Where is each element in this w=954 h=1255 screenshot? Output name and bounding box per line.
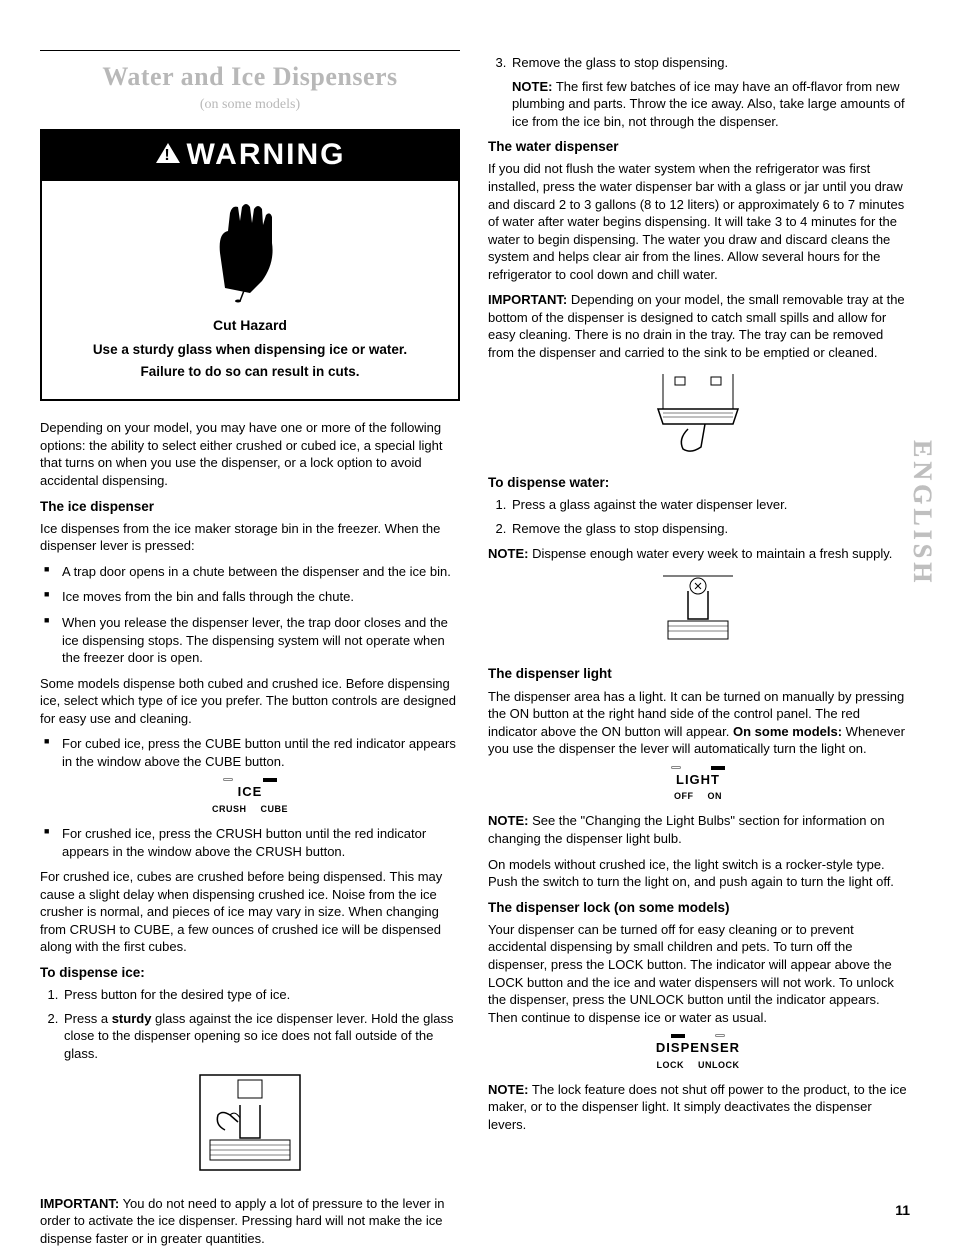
list-item: Ice moves from the bin and falls through… bbox=[40, 588, 460, 606]
intro-paragraph: Depending on your model, you may have on… bbox=[40, 419, 460, 489]
light-panel-title: LIGHT bbox=[488, 771, 908, 789]
hazard-line1: Use a sturdy glass when dispensing ice o… bbox=[60, 341, 440, 359]
water-note: NOTE: Dispense enough water every week t… bbox=[488, 545, 908, 563]
hazard-title: Cut Hazard bbox=[60, 316, 440, 335]
water-heading: The water dispenser bbox=[488, 138, 908, 156]
step3-list: Remove the glass to stop dispensing. NOT… bbox=[510, 54, 908, 130]
dispenser-panel-title: DISPENSER bbox=[488, 1039, 908, 1057]
cube-label: CUBE bbox=[261, 803, 289, 815]
on-label: ON bbox=[708, 790, 723, 802]
ice-para2: Some models dispense both cubed and crus… bbox=[40, 675, 460, 728]
light-note: NOTE: See the "Changing the Light Bulbs"… bbox=[488, 812, 908, 847]
list-item: For crushed ice, press the CRUSH button … bbox=[40, 825, 460, 860]
dispense-ice-heading: To dispense ice: bbox=[40, 964, 460, 982]
hand-icon bbox=[42, 181, 458, 316]
list-item: Remove the glass to stop dispensing. bbox=[510, 520, 908, 538]
cube-bullet: For cubed ice, press the CUBE button unt… bbox=[40, 735, 460, 770]
dispenser-panel: DISPENSER LOCK UNLOCK bbox=[488, 1034, 908, 1071]
ice-intro: Ice dispenses from the ice maker storage… bbox=[40, 520, 460, 555]
section-subtitle: (on some models) bbox=[40, 96, 460, 115]
list-item: Press button for the desired type of ice… bbox=[62, 986, 460, 1004]
list-item: When you release the dispenser lever, th… bbox=[40, 614, 460, 667]
lock-paragraph: Your dispenser can be turned off for eas… bbox=[488, 921, 908, 1026]
ice-panel-title: ICE bbox=[40, 783, 460, 801]
unlock-label: UNLOCK bbox=[698, 1059, 740, 1071]
lock-heading: The dispenser lock (on some models) bbox=[488, 899, 908, 917]
left-column: Water and Ice Dispensers (on some models… bbox=[40, 50, 460, 1255]
dispense-ice-steps: Press button for the desired type of ice… bbox=[62, 986, 460, 1062]
svg-text:!: ! bbox=[164, 147, 171, 164]
hazard-line2: Failure to do so can result in cuts. bbox=[60, 363, 440, 381]
light-p2: On models without crushed ice, the light… bbox=[488, 856, 908, 891]
indicator-off-icon bbox=[223, 778, 233, 781]
lock-note: NOTE: The lock feature does not shut off… bbox=[488, 1081, 908, 1134]
ice-heading: The ice dispenser bbox=[40, 498, 460, 516]
indicator-on-icon bbox=[671, 1034, 685, 1038]
right-column: Remove the glass to stop dispensing. NOT… bbox=[488, 50, 908, 1255]
tray-illustration bbox=[488, 369, 908, 464]
list-item: Remove the glass to stop dispensing. NOT… bbox=[510, 54, 908, 130]
warning-text: WARNING bbox=[187, 135, 346, 176]
ice-para3: For crushed ice, cubes are crushed befor… bbox=[40, 868, 460, 956]
indicator-off-icon bbox=[715, 1034, 725, 1037]
section-title: Water and Ice Dispensers bbox=[40, 59, 460, 94]
light-paragraph: The dispenser area has a light. It can b… bbox=[488, 688, 908, 758]
warning-triangle-icon: ! bbox=[155, 135, 181, 176]
dispense-water-heading: To dispense water: bbox=[488, 474, 908, 492]
indicator-off-icon bbox=[671, 766, 681, 769]
water-important: IMPORTANT: Depending on your model, the … bbox=[488, 291, 908, 361]
indicator-on-icon bbox=[711, 766, 725, 770]
light-panel: LIGHT OFF ON bbox=[488, 766, 908, 803]
dispense-water-steps: Press a glass against the water dispense… bbox=[510, 496, 908, 537]
language-side-label: ENGLISH bbox=[905, 440, 940, 587]
warning-banner: ! WARNING bbox=[42, 131, 458, 182]
list-item: Press a sturdy glass against the ice dis… bbox=[62, 1010, 460, 1063]
ice-dispenser-illustration bbox=[40, 1070, 460, 1185]
list-item: Press a glass against the water dispense… bbox=[510, 496, 908, 514]
page-number: 11 bbox=[895, 1201, 910, 1220]
light-heading: The dispenser light bbox=[488, 665, 908, 683]
lock-label: LOCK bbox=[657, 1059, 685, 1071]
list-item: A trap door opens in a chute between the… bbox=[40, 563, 460, 581]
crush-bullet: For crushed ice, press the CRUSH button … bbox=[40, 825, 460, 860]
indicator-on-icon bbox=[263, 778, 277, 782]
divider bbox=[40, 50, 460, 51]
list-item: For cubed ice, press the CUBE button unt… bbox=[40, 735, 460, 770]
water-p1: If you did not flush the water system wh… bbox=[488, 160, 908, 283]
warning-box: ! WARNING Cut Hazard Use a sturdy glass … bbox=[40, 129, 460, 401]
crush-label: CRUSH bbox=[212, 803, 247, 815]
ice-panel: ICE CRUSH CUBE bbox=[40, 778, 460, 815]
off-label: OFF bbox=[674, 790, 694, 802]
water-dispenser-illustration bbox=[488, 571, 908, 656]
ice-bullet-list: A trap door opens in a chute between the… bbox=[40, 563, 460, 667]
